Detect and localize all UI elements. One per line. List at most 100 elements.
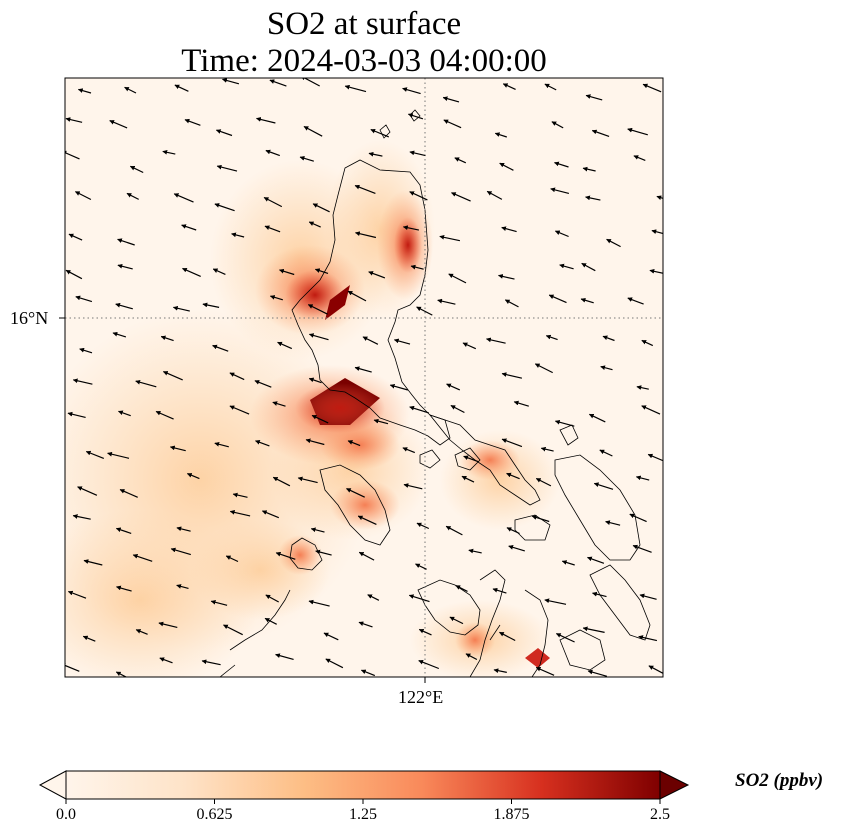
wind-arrow [222,78,240,85]
wind-arrow [300,78,320,87]
wind-arrow [126,192,139,200]
wind-arrow [357,515,377,525]
wind-arrow [648,665,663,675]
wind-arrow [174,84,189,92]
wind-arrow [442,96,460,103]
wind-arrow [231,232,245,238]
wind-arrow [68,233,83,241]
wind-arrow [591,129,610,137]
wind-arrow [229,372,245,381]
wind-arrow [592,591,607,598]
wind-arrow [587,556,605,564]
wind-arrow [214,203,235,212]
wind-arrow [214,441,229,448]
wind-arrow [494,132,507,138]
wind-arrow [225,555,239,563]
wind-arrow [443,119,462,129]
wind-arrow [545,334,558,341]
wind-arrow [72,514,91,520]
wind-arrow [117,263,133,270]
wind-arrow [508,545,525,552]
wind-arrow [373,418,389,425]
wind-arrow [599,449,613,457]
wind-arrow [264,225,281,233]
wind-arrow [502,83,516,90]
wind-arrow [67,411,86,418]
wind-arrow [358,551,375,561]
wind-arrow [272,401,286,407]
wind-arrow [265,594,279,603]
wind-arrow [74,191,92,201]
wind-arrow [501,372,523,379]
wind-arrow [544,83,557,91]
wind-arrow [418,659,440,670]
wind-arrow [535,477,552,487]
wind-arrow [410,264,424,270]
wind-arrow [492,587,507,594]
wind-arrow [582,626,605,633]
wind-arrow [554,161,569,168]
wind-arrow [544,598,567,605]
wind-arrow [173,193,194,203]
wind-arrow [215,129,233,137]
wind-arrow [449,616,464,625]
wind-arrow [551,121,564,129]
wind-arrow [119,489,138,498]
wind-arrow [201,659,221,666]
wind-arrow [499,162,514,171]
wind-arrow [415,563,427,570]
wind-arrow [181,224,197,231]
wind-arrow [303,125,323,137]
wind-arrow [305,438,325,446]
wind-arrow [633,155,646,161]
wind-arrow [360,669,376,677]
wind-arrow [362,336,379,345]
wind-arrow [115,302,133,310]
wind-arrow [501,438,523,448]
colorbar-label: SO2 (ppbv) [735,770,824,791]
colorbar-extend-max [659,770,690,800]
wind-arrow [393,338,411,345]
wind-arrow [585,94,603,101]
lon-tick-label: 122°E [398,687,444,707]
wind-arrow [265,149,281,157]
wind-arrow [77,88,92,94]
colorbar-tick-2: 1.25 [349,806,377,823]
wind-arrow [636,385,649,390]
wind-arrow [82,635,96,642]
wind-arrow [554,419,575,427]
wind-arrow [554,230,569,238]
wind-arrow [439,234,461,242]
wind-arrow [403,483,423,490]
wind-arrow [367,594,380,601]
wind-arrow [162,149,176,155]
wind-arrow [308,221,321,228]
so2-map [59,77,664,683]
wind-arrow [129,165,144,174]
wind-arrow [582,166,596,172]
wind-arrow [402,225,420,231]
wind-arrow [647,453,663,462]
wind-arrow [158,621,178,628]
wind-arrow [451,192,471,202]
wind-arrow [254,380,272,388]
wind-arrow [347,290,367,302]
wind-arrow [297,476,318,484]
wind-arrow [182,267,201,277]
wind-arrow [649,268,663,274]
wind-arrow [368,271,386,279]
wind-arrow [212,268,226,275]
wind-arrow [115,671,128,677]
wind-arrow [77,486,98,496]
wind-arrow [124,86,137,94]
map-frame [64,77,664,678]
wind-arrow [370,128,390,138]
wind-arrow [132,554,153,562]
wind-arrow [606,238,621,248]
wind-arrow [275,653,294,660]
wind-arrow [627,297,644,305]
wind-arrow [561,560,575,566]
wind-arrow [232,492,248,498]
wind-arrow [555,633,575,643]
wind-arrow [308,333,329,341]
